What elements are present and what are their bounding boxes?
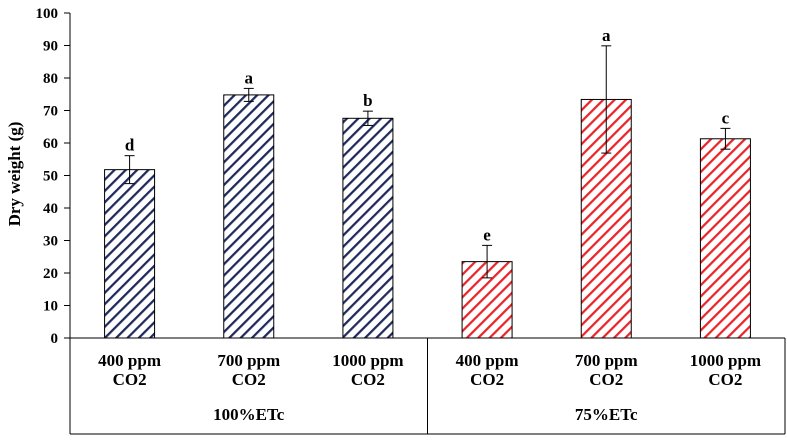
y-tick-label: 100 [36,6,59,22]
y-tick-label: 40 [43,201,58,217]
y-tick-label: 60 [43,136,58,152]
category-label-line2: CO2 [351,370,385,389]
y-axis-ticks: 0 10 20 30 40 50 60 70 80 90 100 [36,6,70,347]
significance-letter: b [363,91,372,110]
category-label-line1: 700 ppm [217,351,280,370]
y-tick-label: 70 [43,104,58,120]
y-tick-label: 50 [43,169,58,185]
significance-letter: a [245,68,254,87]
category-label-line1: 1000 ppm [690,351,761,370]
bar [223,94,275,339]
y-tick-label: 20 [43,266,58,282]
category-label-line2: CO2 [589,370,623,389]
bar [104,169,156,339]
y-tick-label: 0 [51,331,59,347]
significance-letter: a [602,26,611,45]
category-label-line1: 400 ppm [98,351,161,370]
category-label-line2: CO2 [113,370,147,389]
axes [69,13,786,435]
group-labels: 100%ETc 75%ETc [213,405,638,424]
significance-letter: e [483,225,491,244]
category-label-line1: 400 ppm [456,351,519,370]
bar [342,117,394,339]
category-label-line2: CO2 [708,370,742,389]
category-label-line2: CO2 [470,370,504,389]
category-label-line2: CO2 [232,370,266,389]
y-tick-label: 30 [43,234,58,250]
significance-letter: d [125,136,135,155]
y-axis-label: Dry weight (g) [5,122,24,227]
group-label: 75%ETc [575,405,638,424]
bars: d a b e a c [104,26,751,339]
y-tick-label: 80 [43,71,58,87]
bar [699,138,751,339]
category-label-line1: 1000 ppm [332,351,403,370]
group-label: 100%ETc [213,405,285,424]
significance-letter: c [722,108,730,127]
category-label-line1: 700 ppm [575,351,638,370]
y-tick-label: 10 [43,299,58,315]
y-tick-label: 90 [43,39,58,55]
